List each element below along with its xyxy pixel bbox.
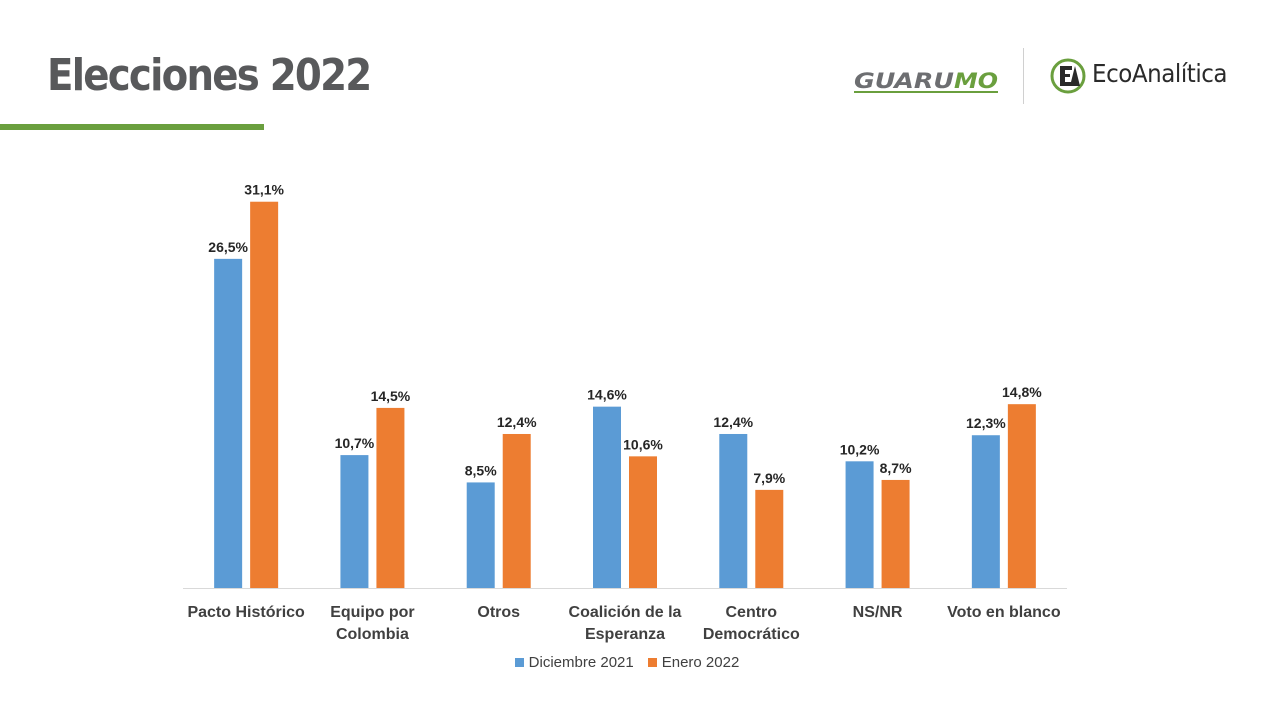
category-label: Centro Democrático	[703, 604, 800, 643]
data-label: 26,5%	[208, 239, 248, 255]
bar-ene2022-2	[376, 407, 405, 588]
data-label: 14,8%	[1002, 384, 1042, 400]
bar-ene2022-6	[881, 479, 910, 588]
category-label: Coalición de la Esperanza	[569, 604, 682, 643]
data-label: 31,1%	[244, 182, 284, 198]
data-label: 12,4%	[713, 414, 753, 430]
chart-legend: Diciembre 2021 Enero 2022	[0, 654, 1254, 671]
category-label: NS/NR	[853, 604, 903, 621]
data-label: 14,5%	[371, 388, 411, 404]
guarumo-logo: GUARU MO	[854, 69, 998, 93]
legend-label: Enero 2022	[661, 654, 740, 671]
svg-text:GUARU: GUARU	[854, 69, 954, 93]
svg-text:MO: MO	[954, 69, 998, 93]
data-label: 8,5%	[465, 462, 497, 478]
bar-ene2022-5	[755, 489, 784, 588]
legend-swatch	[514, 658, 524, 667]
legend-swatch	[647, 658, 657, 667]
legend-label: Diciembre 2021	[528, 654, 634, 671]
data-label: 7,9%	[753, 470, 785, 486]
ecoanalitica-emblem-icon	[1050, 58, 1086, 94]
logo-divider	[1023, 48, 1024, 104]
bar-ene2022-3	[502, 433, 531, 588]
data-label: 10,6%	[623, 436, 663, 452]
bar-ene2022-1	[250, 201, 279, 589]
bar-dic2021-6	[845, 461, 874, 588]
data-label: 8,7%	[880, 460, 912, 476]
bar-ene2022-7	[1007, 404, 1036, 588]
title-underline	[0, 124, 264, 130]
bar-dic2021-3	[466, 482, 495, 588]
ecoanalitica-logo-text: EcoAnalítica	[1092, 59, 1228, 88]
bar-dic2021-1	[214, 258, 243, 588]
category-label: Equipo por Colombia	[330, 604, 414, 643]
bar-dic2021-5	[719, 433, 748, 588]
data-label: 10,2%	[840, 441, 880, 457]
legend-item-dic2021: Diciembre 2021	[514, 654, 634, 671]
legend-item-ene2022: Enero 2022	[647, 654, 740, 671]
page-title: Elecciones 2022	[47, 50, 372, 101]
category-label: Otros	[477, 604, 520, 621]
data-label: 14,6%	[587, 387, 627, 403]
bar-dic2021-2	[340, 455, 369, 588]
data-label: 12,4%	[497, 414, 537, 430]
bar-ene2022-4	[629, 456, 657, 588]
data-label: 12,3%	[966, 415, 1006, 431]
bar-dic2021-7	[971, 435, 1000, 588]
category-label: Voto en blanco	[947, 604, 1061, 621]
bar-dic2021-4	[593, 406, 621, 588]
ecoanalitica-logo: EcoAnalítica	[1050, 52, 1250, 102]
category-label: Pacto Histórico	[187, 604, 305, 621]
data-label: 10,7%	[335, 435, 375, 451]
